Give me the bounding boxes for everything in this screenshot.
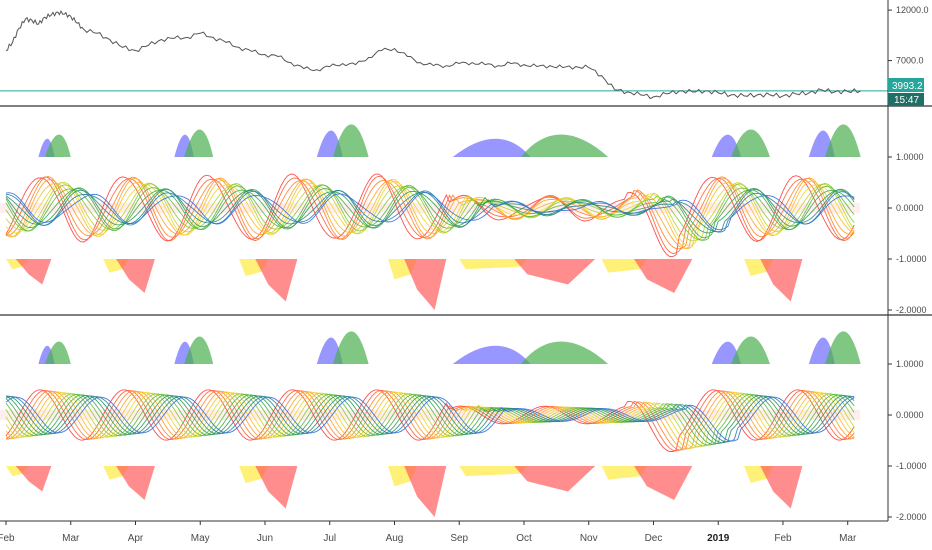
ind1-hist-green xyxy=(44,134,71,157)
x-tick-label: Jul xyxy=(323,533,336,544)
ind2-hist-red xyxy=(15,466,52,492)
ind2-hist-green xyxy=(520,341,609,364)
ind1-ribbon-line xyxy=(5,176,855,250)
ind1-hist-yellow xyxy=(601,259,647,273)
indicator-pane-1 xyxy=(0,124,861,310)
ind2-hist-green xyxy=(44,341,71,364)
price-pane xyxy=(0,9,932,107)
ind2-hist-yellow xyxy=(601,466,647,480)
price-badges: 3993.2 15:47 xyxy=(888,78,924,106)
ind1-hist-red xyxy=(514,259,596,285)
ind1-hist-green xyxy=(825,124,861,157)
ind2-hist-green xyxy=(825,331,861,364)
ind1-hist-red xyxy=(404,259,447,310)
indicator-tick-label: 1.0000 xyxy=(896,359,924,369)
countdown-badge xyxy=(888,93,924,106)
ind2-ribbon-line xyxy=(5,396,855,443)
ind2-hist-yellow xyxy=(459,466,528,477)
ind1-ribbon-line xyxy=(5,190,855,233)
x-tick-label: Aug xyxy=(386,533,404,544)
price-tick-label: 7000.0 xyxy=(896,56,924,66)
countdown-label: 15:47 xyxy=(894,95,919,106)
ind1-hist-red xyxy=(116,259,155,293)
x-tick-label: Apr xyxy=(128,533,144,544)
indicator-tick-label: -2.0000 xyxy=(896,512,927,522)
ind2-hist-red xyxy=(760,466,803,509)
ind1-hist-red xyxy=(15,259,52,285)
ind1-hist-blue xyxy=(452,138,531,157)
ind1-zero-band xyxy=(0,202,860,214)
x-tick-label: Mar xyxy=(839,533,857,544)
ind1-ribbon-line xyxy=(5,188,855,233)
ind1-hist-red xyxy=(255,259,298,302)
x-tick-label: Mar xyxy=(62,533,80,544)
ind1-ribbon-line xyxy=(5,179,855,249)
ind2-ribbon-line xyxy=(5,394,855,445)
indicator-tick-label: -1.0000 xyxy=(896,254,927,264)
ind2-hist-blue xyxy=(452,345,531,364)
indicator-tick-label: -2.0000 xyxy=(896,305,927,315)
ind1-hist-red xyxy=(760,259,803,302)
ind1-hist-green xyxy=(332,124,369,157)
ind2-ribbon-line xyxy=(5,392,855,449)
ind2-ribbon-line xyxy=(5,395,855,444)
ind2-ribbon-line xyxy=(5,391,855,450)
ind2-ribbon-line xyxy=(5,391,855,449)
ind1-ribbon-line xyxy=(5,183,855,241)
ind1-ribbon-line xyxy=(5,187,855,234)
ind1-ribbon-line xyxy=(5,173,855,258)
ind2-hist-red xyxy=(634,466,693,500)
ind2-ribbon-line xyxy=(5,396,855,442)
ind2-ribbon-line xyxy=(5,390,855,451)
ind1-ribbon-line xyxy=(5,181,855,242)
ind1-hist-green xyxy=(731,129,771,157)
x-tick-label: Dec xyxy=(645,533,663,544)
ind1-hist-yellow xyxy=(459,259,528,270)
ind2-hist-red xyxy=(404,466,447,517)
ind1-ribbon-line xyxy=(5,192,855,231)
ind2-hist-green xyxy=(184,336,214,364)
x-tick-label: Sep xyxy=(450,533,468,544)
indicator-tick-label: 0.0000 xyxy=(896,410,924,420)
last-price-badge xyxy=(888,78,924,92)
indicator-tick-label: 1.0000 xyxy=(896,152,924,162)
indicator-tick-label: -1.0000 xyxy=(896,461,927,471)
ind1-ribbon-line xyxy=(5,175,855,254)
ind1-hist-green xyxy=(520,134,609,157)
x-tick-label: Nov xyxy=(580,533,598,544)
x-tick-label: May xyxy=(191,533,210,544)
x-tick-label: Oct xyxy=(516,533,532,544)
ind1-ribbon-line xyxy=(5,177,855,249)
x-tick-label: Feb xyxy=(0,533,15,544)
x-tick-label: 2019 xyxy=(707,533,730,544)
ind2-hist-green xyxy=(332,331,369,364)
price-series-line xyxy=(5,9,861,100)
ind1-ribbon-line xyxy=(5,184,855,241)
indicator-tick-label: 0.0000 xyxy=(896,203,924,213)
ind1-hist-red xyxy=(634,259,693,293)
price-tick-label: 12000.0 xyxy=(896,5,929,15)
ind1-hist-green xyxy=(184,129,214,157)
x-tick-label: Jun xyxy=(257,533,273,544)
ind2-hist-red xyxy=(514,466,596,492)
ind2-hist-green xyxy=(731,336,771,364)
ind2-ribbon-line xyxy=(5,394,855,445)
ind2-hist-red xyxy=(116,466,155,500)
x-tick-label: Feb xyxy=(774,533,792,544)
ind2-ribbon-line xyxy=(5,389,855,452)
ind2-hist-red xyxy=(255,466,298,509)
indicator-pane-2 xyxy=(0,314,932,517)
last-price-label: 3993.2 xyxy=(892,81,923,92)
